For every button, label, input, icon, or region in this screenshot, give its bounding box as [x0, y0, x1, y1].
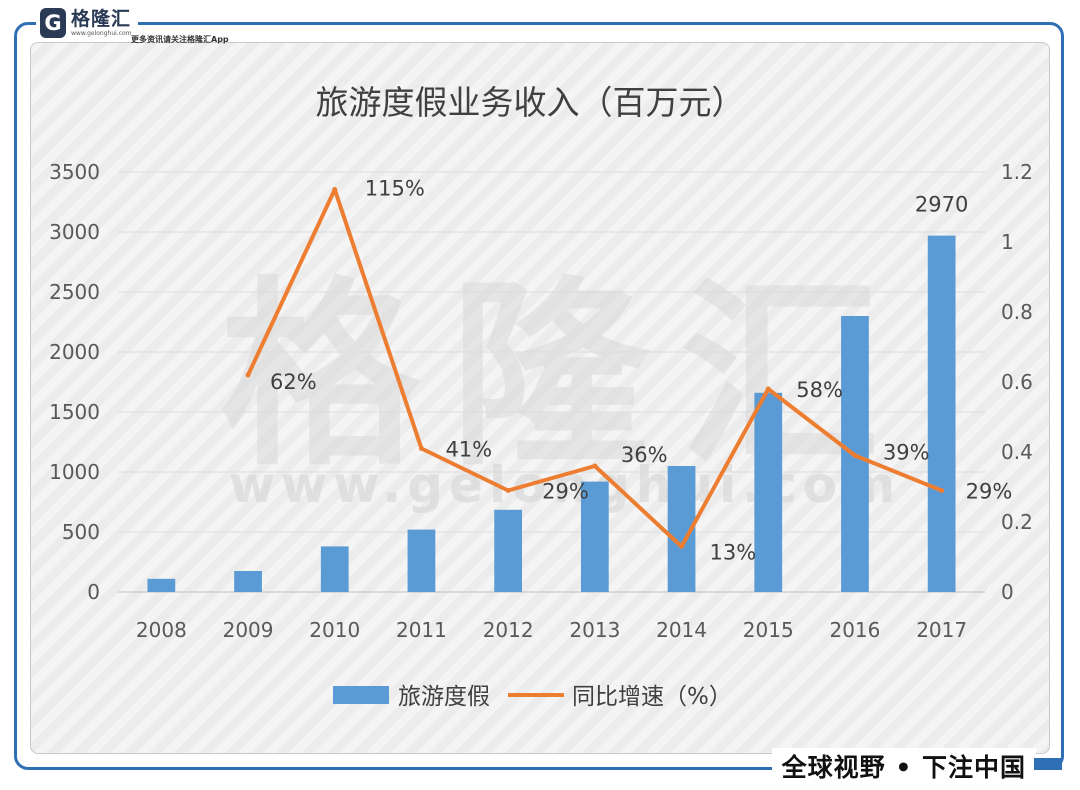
y-right-tick-label: 0.4: [1001, 440, 1033, 464]
bar: [147, 578, 176, 592]
footer-accent: [1034, 758, 1062, 770]
line-data-label: 29%: [542, 480, 589, 504]
line-data-label: 29%: [966, 480, 1013, 504]
bar: [407, 529, 436, 592]
line-data-label: 13%: [710, 541, 757, 565]
legend-bar-swatch: [333, 686, 389, 704]
y-right-tick-label: 1: [1001, 230, 1014, 254]
x-tick-label: 2016: [829, 618, 880, 642]
x-tick-label: 2013: [569, 618, 620, 642]
y-left-tick-label: 1000: [49, 460, 100, 484]
y-left-tick-label: 1500: [49, 400, 100, 424]
y-left-tick-label: 3000: [49, 220, 100, 244]
y-left-tick-label: 2000: [49, 340, 100, 364]
bar: [580, 481, 609, 592]
logo-domain: www.gelonghui.com: [71, 30, 132, 37]
line-point: [418, 446, 424, 451]
legend-line-label: 同比增速（%）: [572, 684, 732, 710]
line-data-label: 41%: [445, 438, 492, 462]
y-right-tick-label: 0.8: [1001, 300, 1033, 324]
x-tick-label: 2017: [916, 618, 967, 642]
logo-text: 格隆汇 www.gelonghui.com 更多资讯请关注格隆汇App: [71, 8, 229, 44]
line-data-label: 39%: [883, 441, 930, 465]
x-tick-label: 2008: [136, 618, 187, 642]
x-tick-label: 2015: [743, 618, 794, 642]
line-data-label: 115%: [365, 177, 425, 201]
watermark-domain: www.gelonghui.com: [229, 456, 901, 514]
brand-logo: G 格隆汇 www.gelonghui.com 更多资讯请关注格隆汇App: [36, 4, 229, 44]
line-point: [505, 488, 511, 493]
chart-title: 旅游度假业务收入（百万元）: [316, 83, 745, 122]
line-point: [592, 463, 598, 469]
line-data-label: 36%: [621, 443, 668, 467]
footer-slogan: 全球视野 • 下注中国: [771, 748, 1036, 788]
x-tick-label: 2012: [483, 618, 534, 642]
y-right-tick-label: 0: [1001, 580, 1014, 604]
x-tick-label: 2010: [309, 618, 360, 642]
y-left-tick-label: 500: [62, 520, 100, 544]
x-tick-label: 2014: [656, 618, 707, 642]
logo-name: 格隆汇: [71, 8, 132, 30]
y-right-tick-label: 1.2: [1001, 160, 1033, 184]
y-left-tick-label: 2500: [49, 280, 100, 304]
y-right-tick-label: 0.6: [1001, 370, 1033, 394]
bar: [494, 509, 523, 592]
line-point: [765, 386, 771, 392]
line-point: [679, 544, 685, 549]
y-left-tick-label: 0: [87, 580, 100, 604]
y-right-tick-label: 0.2: [1001, 510, 1033, 534]
line-data-label: 58%: [796, 378, 843, 402]
bar: [754, 392, 783, 592]
bar: [320, 546, 349, 592]
line-point: [852, 453, 858, 458]
y-left-tick-label: 3500: [49, 160, 100, 184]
legend: 旅游度假 同比增速（%）: [333, 684, 732, 710]
bar: [927, 235, 956, 592]
line-data-label: 62%: [270, 370, 317, 394]
line-point: [332, 187, 338, 192]
x-tick-label: 2009: [223, 618, 274, 642]
bar-data-label: 2970: [915, 193, 968, 217]
bar: [234, 571, 262, 592]
line-point: [245, 372, 251, 378]
line-point: [939, 488, 945, 493]
logo-slogan: 更多资讯请关注格隆汇App: [131, 35, 229, 44]
chart-panel: [30, 42, 1050, 754]
x-tick-label: 2011: [396, 618, 447, 642]
logo-badge-icon: G: [40, 8, 66, 38]
legend-bar-label: 旅游度假: [398, 684, 490, 710]
